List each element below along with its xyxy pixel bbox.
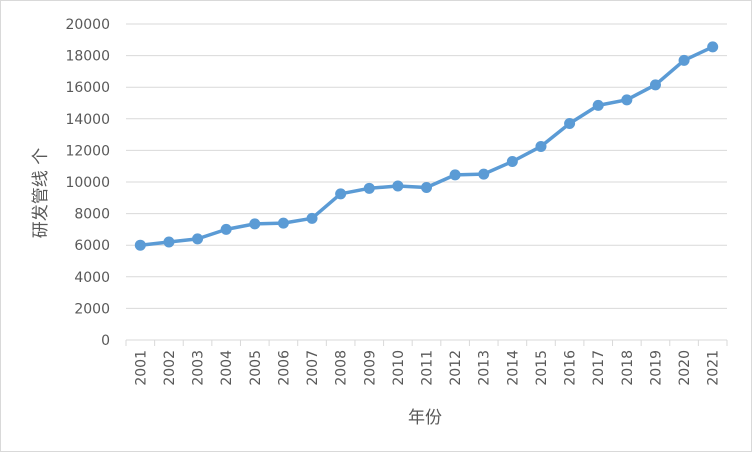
y-tick-label: 12000 <box>65 143 110 159</box>
data-point-2010 <box>392 180 404 192</box>
x-tick-label: 2013 <box>477 350 493 386</box>
x-tick-label: 2003 <box>191 350 207 386</box>
x-tick-label: 2017 <box>591 350 607 386</box>
x-tick-label: 2011 <box>420 350 436 386</box>
data-point-2014 <box>506 155 518 167</box>
x-axis-title: 年份 <box>408 408 442 428</box>
x-tick-label: 2018 <box>620 350 636 386</box>
y-tick-label: 14000 <box>65 112 110 128</box>
y-axis-title: 研发管线 个 <box>31 148 51 238</box>
x-tick-label: 2015 <box>534 350 550 386</box>
data-point-2019 <box>649 79 661 91</box>
y-tick-label: 0 <box>101 333 110 349</box>
y-tick-label: 6000 <box>74 238 110 254</box>
x-tick-label: 2016 <box>563 350 579 386</box>
x-tick-label: 2008 <box>334 350 350 386</box>
y-tick-label: 18000 <box>65 49 110 65</box>
x-tick-label: 2005 <box>248 350 264 386</box>
gridlines <box>125 23 728 346</box>
x-tick-label: 2004 <box>219 350 235 386</box>
data-point-2011 <box>421 182 432 194</box>
data-point-2001 <box>134 239 146 251</box>
data-point-2006 <box>277 217 289 229</box>
data-point-2009 <box>363 182 375 194</box>
data-point-2004 <box>220 223 232 235</box>
x-tick-label: 2014 <box>505 350 521 386</box>
y-tick-label: 4000 <box>74 270 110 286</box>
data-point-2003 <box>192 233 204 245</box>
series-points <box>134 41 719 251</box>
y-tick-label: 10000 <box>65 175 110 191</box>
x-tick-label: 2012 <box>448 350 464 386</box>
data-point-2021 <box>707 41 719 53</box>
data-point-2020 <box>678 54 690 66</box>
data-point-2016 <box>564 118 576 130</box>
x-tick-label: 2010 <box>391 350 407 386</box>
series-line <box>138 45 715 247</box>
y-tick-label: 8000 <box>74 207 110 223</box>
data-point-2017 <box>592 99 604 111</box>
data-point-2013 <box>478 168 490 180</box>
x-tick-label: 2020 <box>677 350 693 386</box>
data-point-2015 <box>535 140 547 152</box>
x-tick-label: 2006 <box>276 350 292 386</box>
y-tick-label: 2000 <box>74 301 110 317</box>
x-tick-label: 2001 <box>133 350 149 386</box>
data-point-2018 <box>621 94 633 106</box>
x-tick-label: 2021 <box>706 350 722 386</box>
data-point-2002 <box>163 236 175 248</box>
x-tick-label: 2002 <box>162 350 178 386</box>
data-point-2005 <box>249 218 261 230</box>
data-point-2012 <box>449 169 461 181</box>
data-point-2007 <box>306 212 318 224</box>
y-axis-ticks: 0 2000 4000 6000 8000 10000 12000 14000 16000 180… <box>65 17 110 349</box>
x-tick-label: 2009 <box>362 350 378 386</box>
y-tick-label: 20000 <box>65 17 110 33</box>
data-point-2008 <box>335 188 347 200</box>
x-tick-label: 2007 <box>305 350 321 386</box>
x-tick-label: 2019 <box>648 350 664 386</box>
y-tick-label: 16000 <box>65 80 110 96</box>
x-axis-ticks: 2001 2002 2003 2004 2005 2006 2007 2008 2009 2010… <box>133 350 721 386</box>
